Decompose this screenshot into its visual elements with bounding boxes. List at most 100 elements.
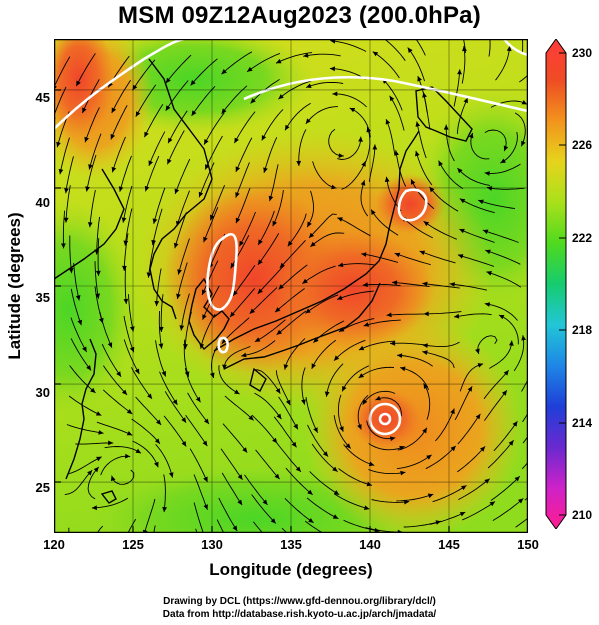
streamline-arrowhead [285,399,291,406]
streamline [396,454,432,470]
streamline-arrowhead [339,327,345,332]
streamline-arrowhead [276,58,282,64]
streamline-arrowhead [176,293,181,299]
streamline-arrowhead [235,217,241,224]
streamline [521,461,528,470]
streamline-arrowhead [506,45,512,52]
streamline [254,392,282,420]
streamline [336,290,374,300]
streamline-arrowhead [174,188,180,194]
streamline-arrowhead [484,478,490,484]
map-plot [54,39,528,533]
streamline [257,233,280,266]
streamline [305,106,338,125]
streamline [358,340,396,351]
streamline [218,497,238,532]
streamline [306,190,315,228]
streamline-arrowhead [172,399,178,405]
streamline-arrowhead [96,456,102,462]
streamline [457,254,495,267]
streamline-arrowhead [450,445,456,452]
streamline [183,339,190,378]
streamline [131,367,153,400]
axis-ticks [54,89,528,533]
streamline-arrowhead [462,45,467,52]
streamline-arrowhead [77,319,82,326]
streamline [235,162,250,198]
streamline-arrowhead [95,411,102,416]
streamline-arrowhead [91,505,97,511]
streamline [307,424,329,457]
streamline-arrowhead [161,371,166,377]
streamline [235,137,253,173]
streamline-arrowhead [332,466,338,472]
contours-228 [54,39,528,436]
streamline [235,187,251,224]
streamline [273,416,297,448]
streamline [415,150,433,186]
streamline-arrowhead [313,427,318,433]
cool-region-west [54,199,139,419]
streamline-arrowhead [509,340,514,346]
streamline [419,250,456,264]
streamline-arrowhead [125,453,131,459]
streamline-arrowhead [489,501,495,507]
streamline [163,415,187,447]
streamline-arrowhead [342,385,347,392]
streamline [366,420,396,440]
streamline [88,133,102,170]
streamline [461,45,466,84]
streamline-arrowhead [480,446,486,452]
streamline-arrowhead [237,474,243,480]
streamline-arrowhead [272,437,278,444]
streamline-arrowhead [276,413,282,420]
streamline-arrowhead [477,363,484,368]
streamline [131,418,161,445]
streamline [278,80,312,100]
streamline-arrowhead [486,186,493,191]
streamline [101,343,122,378]
streamline-arrowhead [283,364,289,370]
streamline-arrowhead [268,195,274,202]
streamline-arrowhead [108,440,114,446]
colorbar-label: 210 [572,508,593,522]
streamline [425,445,457,470]
streamline [274,288,305,313]
streamline-arrowhead [397,353,403,358]
streamline-arrowhead [503,145,509,152]
streamline-arrowhead [301,399,306,405]
streamline [232,264,256,297]
streamline [372,51,400,79]
streamline-arrowhead [338,262,344,268]
streamline [220,448,243,481]
streamline-arrowhead [249,308,255,314]
streamline-arrowhead [415,150,420,157]
streamline [358,366,395,379]
streamline [203,207,219,243]
streamline [153,187,166,225]
streamline-arrowhead [230,311,236,318]
streamline-arrowhead [179,325,185,331]
credit-line-drawing: Drawing by DCL (https://www.gfd-dennou.o… [163,596,436,607]
streamline-arrowhead [423,311,429,317]
streamline-arrowhead [121,389,128,395]
streamline-arrowhead [275,307,281,313]
streamline-arrowhead [358,136,363,142]
streamline [148,131,166,167]
credit-line-data: Data from http://database.rish.kyoto-u.a… [162,609,437,620]
streamline-arrowhead [190,80,196,86]
streamline [495,45,511,81]
streamline-arrowhead [285,124,290,131]
streamline [333,339,366,362]
streamline-arrowhead [423,383,429,389]
streamline [96,421,133,436]
streamline-arrowhead [221,338,227,344]
contour-warm-core-sanriku [397,188,428,222]
streamline-arrowhead [485,249,491,255]
streamline-arrowhead [234,137,239,144]
streamline [484,129,507,152]
streamline [102,389,133,415]
streamline [488,39,491,57]
streamline-arrowhead [459,198,466,204]
streamline-arrowhead [111,166,117,173]
